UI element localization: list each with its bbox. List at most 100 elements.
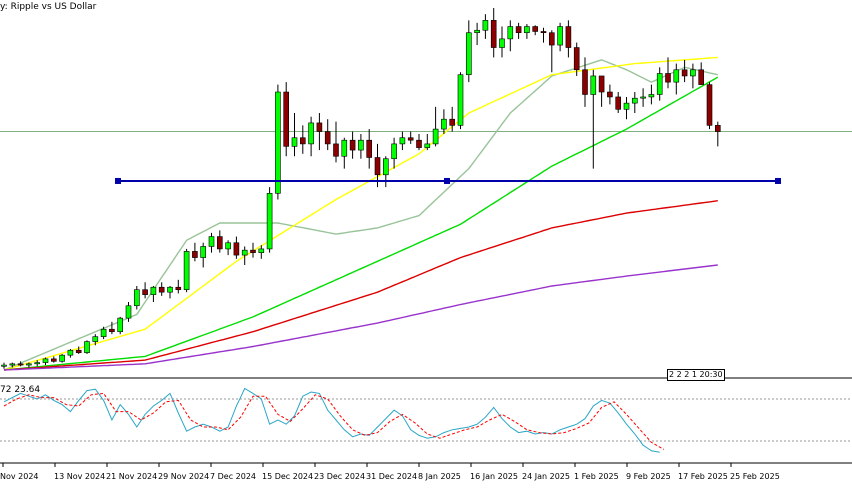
- bear-candle-body: [615, 96, 622, 110]
- stochastic-signal-line: [3, 392, 665, 450]
- candle: [382, 156, 389, 188]
- bull-candle-body: [631, 97, 638, 104]
- bull-candle-body: [183, 251, 190, 290]
- x-axis-label: 29 Nov 2024: [158, 472, 209, 481]
- candle: [474, 22, 480, 46]
- bull-candle-body: [208, 236, 215, 247]
- bull-candle-body: [474, 29, 480, 34]
- candle: [341, 137, 348, 169]
- bull-candle-body: [623, 102, 630, 110]
- bear-candle-body: [192, 251, 198, 258]
- candle: [217, 230, 223, 253]
- crosshair-time-label: 2 2 2 1 20:30: [667, 369, 725, 381]
- bear-candle-body: [158, 286, 165, 293]
- bull-candle-body: [524, 26, 530, 34]
- bear-candle-body: [714, 125, 721, 132]
- bear-candle-body: [324, 131, 331, 145]
- candle: [366, 129, 373, 169]
- bull-candle-body: [648, 94, 655, 98]
- candle: [714, 121, 721, 147]
- bull-candle-body: [640, 96, 646, 99]
- x-axis-label: 31 Dec 2024: [366, 472, 417, 481]
- candle: [374, 143, 381, 188]
- bull-candle-body: [656, 73, 663, 95]
- candle: [26, 362, 32, 368]
- bear-candle-body: [333, 143, 339, 157]
- bull-candle-body: [225, 242, 231, 250]
- bull-candle-body: [341, 139, 348, 157]
- bear-candle-body: [573, 47, 580, 71]
- candle: [548, 30, 555, 73]
- moving-average-line: [3, 59, 718, 371]
- bull-candle-body: [690, 69, 696, 77]
- candle: [590, 69, 597, 169]
- x-axis-label: 9 Feb 2025: [626, 472, 671, 481]
- bull-candle-body: [465, 32, 472, 76]
- bear-candle-body: [109, 328, 115, 332]
- bear-candle-body: [217, 236, 223, 250]
- candle: [275, 84, 281, 200]
- candle: [208, 232, 215, 253]
- bull-candle-body: [42, 358, 49, 363]
- bull-candle-body: [673, 69, 680, 83]
- candle: [349, 131, 356, 159]
- bull-candle-body: [67, 349, 74, 356]
- candle: [615, 92, 622, 114]
- candle: [299, 125, 306, 154]
- x-axis-label: 7 Dec 2024: [210, 472, 256, 481]
- bull-candle-body: [150, 286, 157, 295]
- candle: [681, 59, 688, 83]
- candle: [573, 42, 580, 76]
- bear-candle-body: [374, 157, 381, 176]
- bull-candle-body: [241, 249, 248, 256]
- bear-candle-body: [75, 349, 82, 354]
- candle: [167, 285, 173, 299]
- candle: [623, 96, 630, 120]
- stochastic-values-label: 72 23.64: [0, 385, 41, 395]
- x-axis-label: Nov 2024: [0, 472, 39, 481]
- bear-candle-body: [142, 289, 148, 295]
- candle: [607, 84, 613, 105]
- bear-candle-body: [449, 118, 456, 126]
- trendline-handle: [444, 177, 450, 184]
- candle: [50, 356, 57, 363]
- candle: [706, 82, 713, 130]
- bull-candle-body: [424, 143, 431, 148]
- candle: [416, 134, 422, 151]
- candle: [9, 362, 16, 368]
- stochastic-main-line: [3, 387, 660, 453]
- bull-candle-body: [275, 91, 281, 194]
- bull-candle-body: [258, 248, 265, 253]
- candle: [241, 246, 248, 265]
- bear-candle-body: [316, 122, 323, 132]
- trendline-handle: [775, 177, 781, 184]
- candle: [158, 282, 165, 296]
- candle: [690, 63, 696, 89]
- x-axis-label: 25 Feb 2025: [730, 472, 780, 481]
- bull-candle-body: [291, 137, 298, 147]
- candle: [183, 248, 190, 293]
- bear-candle-body: [665, 73, 671, 83]
- bull-candle-body: [482, 20, 489, 31]
- candle: [308, 116, 314, 157]
- bear-candle-body: [698, 69, 705, 85]
- candle: [233, 236, 240, 259]
- bull-candle-body: [200, 246, 206, 258]
- candle: [557, 22, 563, 52]
- candle: [582, 57, 588, 107]
- candle: [358, 134, 364, 159]
- x-axis-label: 17 Feb 2025: [678, 472, 728, 481]
- bear-candle-body: [233, 242, 240, 256]
- moving-average-line: [3, 56, 718, 371]
- bull-candle-body: [92, 336, 99, 342]
- candle: [598, 75, 605, 107]
- candle: [225, 240, 231, 256]
- candle: [490, 8, 497, 58]
- bull-candle-body: [557, 26, 563, 46]
- candle: [291, 113, 298, 157]
- bear-candle-body: [532, 26, 539, 32]
- bear-candle-body: [50, 358, 57, 362]
- trendline-handle: [115, 177, 121, 184]
- candle: [59, 353, 65, 363]
